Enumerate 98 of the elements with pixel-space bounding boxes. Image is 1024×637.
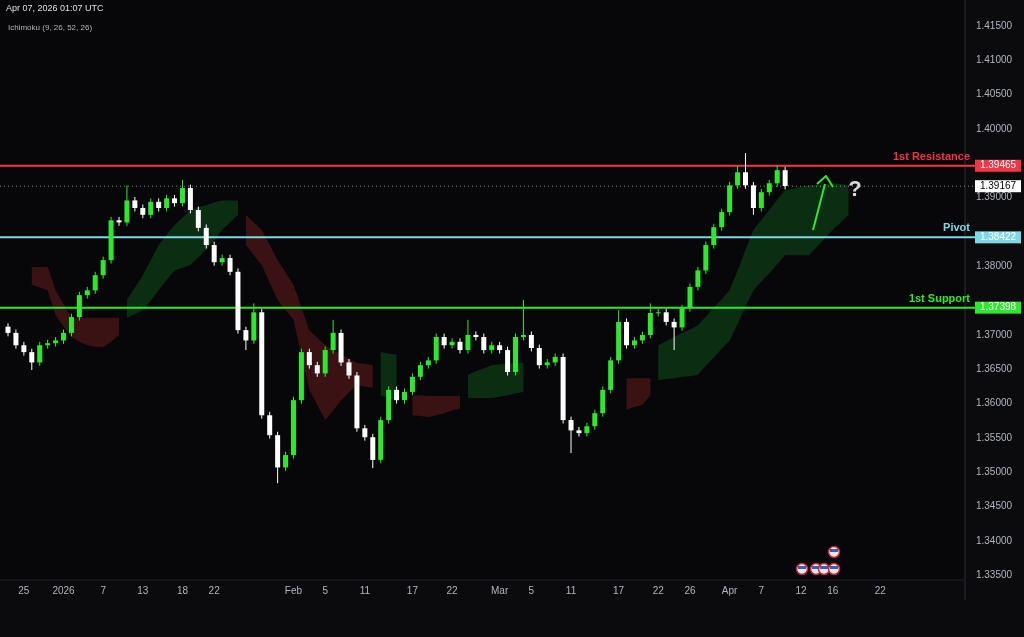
- candlestick: [624, 317, 630, 350]
- candlestick: [148, 197, 154, 219]
- candlestick: [219, 254, 225, 267]
- candlestick: [322, 346, 328, 378]
- x-tick-label: 26: [684, 584, 696, 596]
- candlestick: [37, 341, 43, 367]
- candlestick: [782, 166, 788, 190]
- candlestick: [243, 326, 249, 351]
- candlestick: [187, 184, 193, 214]
- candlestick: [211, 241, 217, 267]
- x-tick-label: 12: [795, 584, 807, 596]
- text: 1.38422: [979, 230, 1017, 242]
- candlestick: [505, 346, 511, 376]
- candlestick: [774, 164, 780, 188]
- x-tick-label: 5: [322, 584, 329, 596]
- text: 1.39465: [979, 159, 1017, 171]
- candlestick: [283, 451, 289, 472]
- candlestick: [21, 341, 27, 357]
- y-tick-label: 1.40500: [975, 88, 1013, 100]
- x-tick-label: 7: [100, 584, 107, 596]
- candlestick: [409, 372, 415, 396]
- candlestick: [536, 344, 542, 370]
- candlestick: [100, 256, 106, 280]
- candlestick: [695, 266, 701, 291]
- x-tick-label: Feb: [284, 584, 303, 596]
- candlestick: [457, 337, 463, 354]
- y-tick-label: 1.41500: [975, 19, 1013, 31]
- candlestick: [346, 358, 352, 380]
- candlestick: [68, 313, 74, 337]
- candlestick: [227, 254, 233, 276]
- x-tick-label: Mar: [491, 584, 509, 596]
- chart-title: Apr 07, 2026 01:07 UTC: [6, 3, 105, 13]
- candlestick: [592, 409, 598, 431]
- candlestick: [711, 223, 717, 249]
- candlestick: [465, 319, 471, 354]
- candlestick: [735, 165, 741, 190]
- x-tick-label: 11: [359, 584, 371, 596]
- ref-line-label: Pivot: [943, 221, 971, 234]
- candlestick: [267, 411, 273, 440]
- candlestick: [528, 331, 534, 352]
- text: 1.37398: [979, 301, 1017, 313]
- candlestick: [758, 188, 764, 212]
- candlestick: [29, 348, 35, 371]
- candlestick: [370, 433, 376, 469]
- text: 1.39167: [979, 179, 1017, 191]
- y-tick-label: 1.33500: [975, 568, 1013, 580]
- candlestick: [179, 179, 185, 208]
- candlestick: [195, 206, 201, 232]
- y-tick-label: 1.41000: [975, 54, 1013, 66]
- candlestick: [671, 317, 677, 351]
- y-tick-label: 1.36000: [975, 397, 1013, 409]
- candlestick: [600, 385, 606, 418]
- x-tick-label: 5: [528, 584, 535, 596]
- y-tick-label: 1.34000: [975, 534, 1013, 546]
- candlestick: [584, 422, 590, 438]
- candlestick: [719, 208, 725, 232]
- x-tick-label: 25: [18, 584, 30, 596]
- y-tick-label: 1.36500: [975, 362, 1013, 374]
- candlestick: [433, 333, 439, 365]
- candlestick: [92, 271, 98, 295]
- candlestick: [306, 348, 312, 370]
- candlestick: [203, 223, 209, 249]
- x-tick-label: Apr: [721, 584, 739, 596]
- candlestick: [568, 416, 574, 454]
- candlestick: [417, 361, 423, 381]
- y-tick-label: 1.37000: [975, 328, 1013, 340]
- candlestick: [473, 331, 479, 341]
- x-tick-label: 17: [406, 584, 419, 596]
- annotation: ?: [848, 175, 862, 201]
- x-tick-label: 7: [758, 584, 765, 596]
- x-tick-label: 17: [613, 584, 625, 596]
- x-tick-label: 2026: [52, 584, 76, 596]
- candlestick: [13, 328, 19, 350]
- ref-line-label: 1st Resistance: [892, 149, 970, 162]
- y-tick-label: 1.40000: [975, 122, 1013, 134]
- candlestick: [742, 152, 748, 190]
- x-tick-label: 18: [176, 584, 189, 596]
- y-tick-label: 1.34500: [975, 500, 1013, 512]
- x-tick-label: 11: [565, 584, 577, 596]
- x-tick-label: 22: [652, 584, 665, 596]
- candlestick: [481, 333, 487, 354]
- annotation: Ichimoku (9, 26, 52, 26): [8, 23, 93, 32]
- x-tick-label: 22: [208, 584, 221, 596]
- x-tick-label: 13: [137, 584, 149, 596]
- y-tick-label: 1.35500: [975, 431, 1013, 443]
- candlestick: [5, 322, 11, 337]
- y-tick-label: 1.39000: [975, 191, 1013, 203]
- candlestick: [124, 184, 130, 227]
- x-tick-label: 16: [827, 584, 839, 596]
- y-tick-label: 1.35000: [975, 465, 1013, 477]
- x-tick-label: 22: [446, 584, 459, 596]
- candlestick: [576, 426, 582, 438]
- candlestick: [750, 181, 756, 216]
- candlestick: [330, 319, 336, 354]
- x-tick-label: 22: [874, 584, 887, 596]
- y-tick-label: 1.38000: [975, 259, 1013, 271]
- candlestick: [116, 216, 122, 227]
- ref-line-label: 1st Support: [908, 291, 971, 304]
